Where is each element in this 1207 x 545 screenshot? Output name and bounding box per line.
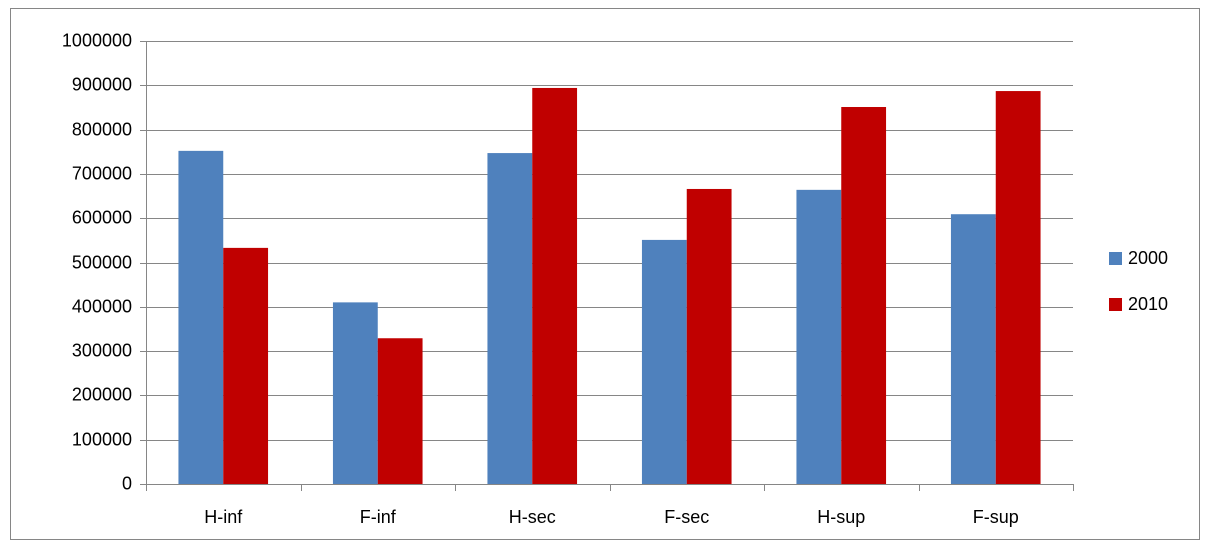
bar bbox=[178, 150, 224, 484]
x-tick-label: H-sup bbox=[817, 507, 865, 527]
x-tick-label: F-sec bbox=[664, 507, 709, 527]
y-tick-label: 0 bbox=[122, 473, 132, 493]
y-tick-label: 800000 bbox=[72, 119, 132, 139]
bar bbox=[223, 247, 269, 484]
x-tick-label: H-sec bbox=[509, 507, 556, 527]
legend-swatch bbox=[1109, 298, 1122, 311]
y-tick-label: 500000 bbox=[72, 252, 132, 272]
y-tick-label: 600000 bbox=[72, 207, 132, 227]
y-tick-label: 700000 bbox=[72, 163, 132, 183]
y-tick-label: 1000000 bbox=[62, 30, 132, 50]
x-tick-label: F-sup bbox=[973, 507, 1019, 527]
bar bbox=[950, 214, 996, 484]
x-tick-label: H-inf bbox=[204, 507, 243, 527]
legend-label: 2010 bbox=[1128, 294, 1168, 314]
legend-swatch bbox=[1109, 252, 1122, 265]
y-tick-label: 100000 bbox=[72, 429, 132, 449]
bar bbox=[332, 302, 378, 484]
bar bbox=[377, 338, 423, 484]
y-tick-label: 400000 bbox=[72, 296, 132, 316]
bar bbox=[487, 153, 533, 485]
x-tick-label: F-inf bbox=[360, 507, 397, 527]
bar bbox=[841, 107, 887, 484]
bar bbox=[796, 189, 842, 484]
bar bbox=[686, 188, 732, 484]
bar bbox=[995, 91, 1041, 485]
bar bbox=[641, 239, 687, 484]
y-tick-label: 200000 bbox=[72, 384, 132, 404]
y-tick-label: 300000 bbox=[72, 340, 132, 360]
bar bbox=[532, 87, 578, 484]
legend-label: 2000 bbox=[1128, 248, 1168, 268]
y-tick-label: 900000 bbox=[72, 74, 132, 94]
